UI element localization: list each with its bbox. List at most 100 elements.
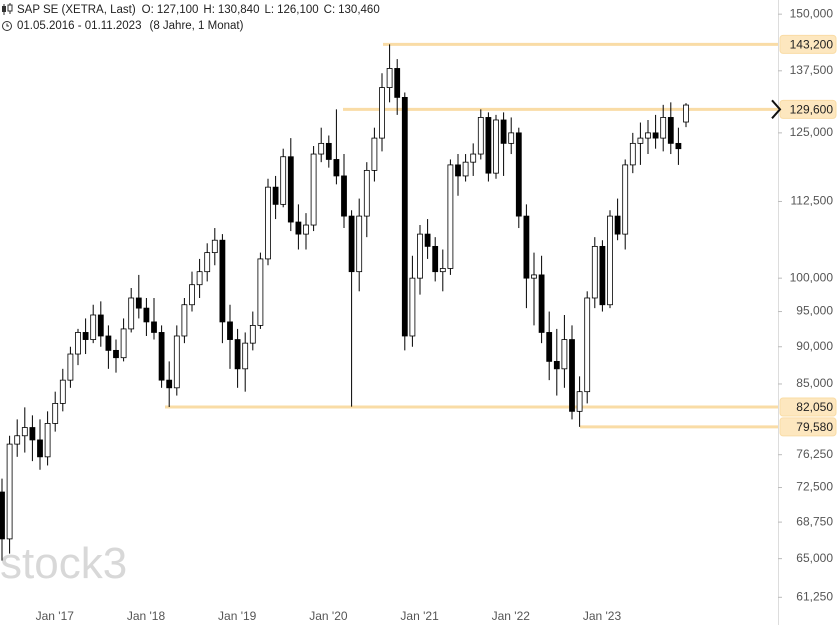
candle-body [272,186,279,205]
candle-body [629,142,636,166]
candle-body [280,156,287,205]
candle-body [591,245,598,299]
candle-body [599,245,606,306]
y-tick-label: 137,500 [790,63,834,77]
candle-body [394,68,401,98]
candle-body [515,132,522,217]
clock-icon [2,21,12,31]
candle-body [379,87,385,139]
candle-body [287,156,294,223]
candle-body [82,332,89,340]
chart-icon [2,3,13,15]
level-label: 79,580 [796,420,833,434]
level-label-box [779,417,837,437]
candle-body [622,164,629,235]
candle-body [363,169,370,217]
y-tick-label: 112,500 [791,194,834,208]
watermark: stock3 [0,539,127,588]
candle-body [553,360,560,370]
candle-body [652,132,659,139]
candle-body [660,117,667,139]
y-tick-label: 61,250 [796,589,833,603]
candle-body [143,307,150,323]
title: SAP SE (XETRA, Last) [17,4,136,16]
readout-value: 126,100 [277,4,319,16]
candle-body [683,104,689,123]
candle-body [325,142,332,160]
header: SAP SE (XETRA, Last) O: 127,100 H: 130,840 L:… [17,4,380,16]
x-tick-label: Jan '17 [36,609,75,623]
candle-body [0,491,5,540]
level-label: 82,050 [796,400,833,414]
y-tick-label: 72,500 [796,480,833,494]
candle-body [645,132,651,139]
level-label: 143,200 [790,38,834,52]
y-tick-label: 65,000 [796,551,833,565]
candle-body [211,239,218,254]
candle-body [477,117,484,155]
candle-body [417,233,423,279]
period: (8 Jahre, 1 Monat) [149,20,243,32]
candle-body [105,335,112,351]
candle-body [356,215,363,273]
candle-body [181,304,188,337]
candle-body [318,142,325,155]
candle-body [249,325,256,344]
candle-body [52,403,59,424]
header-date: 01.05.2016 - 01.11.2023 (8 Jahre, 1 Monat… [17,20,244,32]
candle-body [386,68,393,89]
date-range: 01.05.2016 - 01.11.2023 [17,20,141,32]
candle-body [371,137,378,171]
candle-body [508,132,515,144]
readout-value: 127,100 [157,4,199,16]
candle-body [546,332,553,362]
candle-body [569,339,575,412]
x-tick-label: Jan '19 [218,609,257,623]
candle-body [348,215,355,273]
candle-body [485,117,492,174]
y-tick-label: 125,000 [790,125,834,139]
candle-body [432,245,439,273]
candle-body [310,153,317,226]
candle-body [500,119,507,144]
y-tick-label: 100,000 [790,270,834,284]
level-label-box [779,34,837,54]
x-tick-label: Jan '23 [583,609,622,623]
candle-body [675,142,682,150]
x-tick-label: Jan '21 [400,609,439,623]
candle-body [614,215,621,235]
candle-body [462,161,469,177]
candle-body [576,391,583,412]
candle-body [493,119,499,174]
candle-body [59,379,66,404]
candle-body [158,332,165,381]
y-tick-label: 95,000 [796,304,833,318]
candle-body [455,164,461,177]
readout-name: O: [142,4,154,16]
candle-body [135,297,142,309]
y-tick-label: 150,000 [790,6,834,20]
candle-body [219,239,226,323]
candle-body [470,153,477,163]
candle-body [295,221,302,235]
candle-body [447,164,454,269]
candle-body [242,342,249,370]
candle-body [234,339,241,370]
candle-body [173,335,180,389]
y-tick-label: 76,250 [796,447,833,461]
candle-body [204,252,211,273]
candle-body [303,224,309,235]
candle-body [97,314,104,337]
candle-body [257,258,264,326]
candle-body [120,328,127,359]
x-tick-label: Jan '22 [492,609,531,623]
candle-body [128,297,135,330]
level-label: 129,600 [790,103,834,117]
candle-body [166,379,173,389]
candle-body [29,427,36,441]
candle-body [196,271,203,286]
candle-body [341,175,347,217]
candle-body [113,349,119,359]
